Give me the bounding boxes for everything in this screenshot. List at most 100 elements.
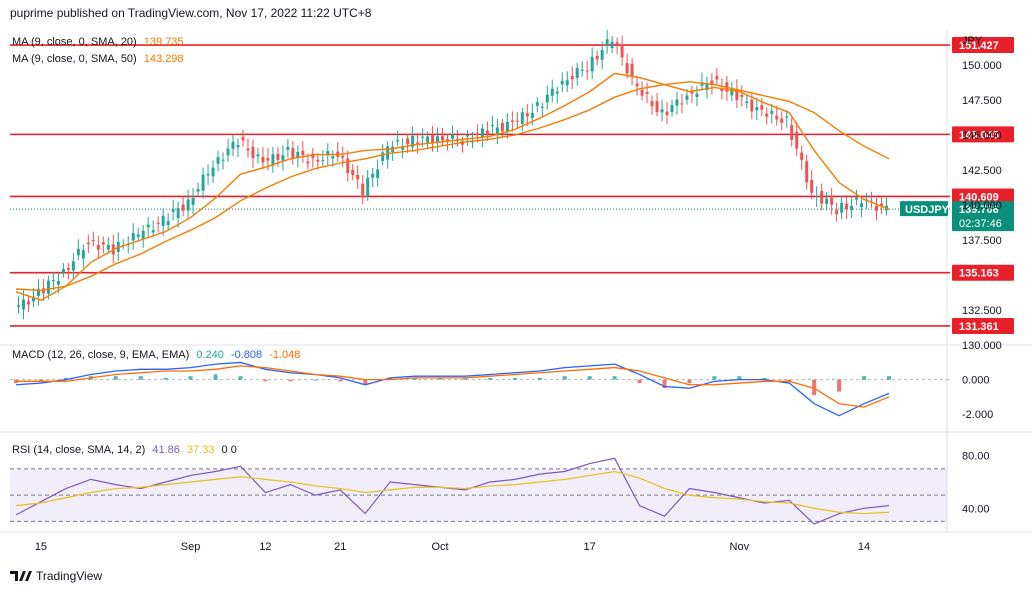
candle-body — [341, 156, 345, 158]
tradingview-footer[interactable]: TradingView — [10, 569, 102, 583]
candle-body — [421, 136, 425, 138]
macd-histogram-bar — [587, 376, 592, 380]
candle-body — [186, 199, 190, 211]
tradingview-brand: TradingView — [36, 569, 103, 583]
rsi-legend[interactable]: RSI (14, close, SMA, 14, 2) 41.86 37.33 … — [12, 444, 241, 456]
candle-body — [740, 94, 744, 97]
currency-label: JPY — [962, 35, 983, 47]
candle-body — [710, 80, 714, 86]
candle-body — [66, 268, 70, 270]
candle-body — [520, 112, 524, 124]
candle-body — [535, 102, 539, 106]
symbol-badge-label: USDJPY — [905, 204, 950, 216]
macd-tick-label: -2.000 — [962, 409, 993, 421]
moving-average-lines — [15, 72, 890, 301]
candle-body — [815, 196, 819, 198]
candle-body — [236, 145, 240, 148]
candle-body — [560, 80, 564, 85]
candle-body — [825, 198, 829, 204]
candle-body — [406, 138, 410, 144]
macd-histogram-bar — [562, 376, 567, 380]
macd-legend[interactable]: MACD (12, 26, close, 9, EMA, EMA) 0.240 … — [12, 349, 304, 361]
candle-body — [26, 301, 30, 305]
candle-body — [810, 179, 814, 193]
candle-body — [411, 135, 415, 147]
candle-body — [441, 136, 445, 141]
macd-pane — [10, 361, 950, 417]
rsi-label: RSI (14, close, SMA, 14, 2) — [12, 444, 146, 456]
level-badge-label: 145.045 — [959, 129, 999, 141]
candle-body — [570, 75, 574, 80]
macd-histogram-bar — [862, 376, 867, 380]
price-tick-label: 150.000 — [962, 60, 1002, 72]
candle-body — [76, 248, 80, 256]
candle-body — [755, 107, 759, 111]
ma20-legend[interactable]: MA (9, close, 0, SMA, 20) 139.735 — [12, 36, 188, 48]
macd-histogram-bar — [313, 379, 318, 381]
candle-body — [371, 173, 375, 178]
macd-histogram-bar — [163, 377, 168, 380]
candle-body — [780, 118, 784, 123]
candle-body — [480, 128, 484, 138]
level-badge-label: 131.361 — [959, 321, 999, 333]
symbol-badge — [900, 201, 948, 217]
time-tick-label: 12 — [259, 541, 271, 553]
candle-body — [191, 197, 195, 205]
candle-body — [251, 146, 255, 159]
candle-body — [316, 159, 320, 162]
level-badge — [952, 264, 1014, 281]
ma50-legend[interactable]: MA (9, close, 0, SMA, 50) 143.298 — [12, 53, 188, 65]
candle-body — [16, 305, 20, 307]
candle-body — [640, 89, 644, 96]
candle-body — [301, 150, 305, 155]
candle-body — [530, 112, 534, 119]
candle-body — [51, 279, 55, 281]
candle-body — [41, 288, 45, 294]
candle-body — [600, 50, 604, 60]
ma20-value: 139.735 — [143, 36, 184, 48]
macd-tick-label: 0.000 — [962, 375, 990, 387]
candle-body — [590, 56, 594, 72]
candle-body — [595, 56, 599, 60]
time-axis: 15 Sep 12 21 Oct 17 Nov 14 — [35, 541, 870, 553]
candle-body — [805, 161, 809, 183]
candle-body — [296, 151, 300, 158]
macd-histogram-bar — [38, 379, 43, 382]
last-price-label: 139.706 — [959, 204, 999, 216]
candle-body — [331, 156, 335, 159]
candle-body — [306, 161, 310, 164]
candle-body — [670, 105, 674, 113]
candle-body — [181, 204, 185, 211]
macd-histogram-bar — [762, 377, 767, 380]
macd-signal-value: -1.048 — [269, 349, 301, 361]
macd-histogram-bar — [637, 379, 642, 384]
candle-body — [81, 250, 85, 259]
candle-body — [56, 281, 60, 285]
candle-body — [745, 101, 749, 104]
candle-body — [620, 44, 624, 58]
candle-body — [246, 148, 250, 151]
candle-body — [555, 91, 559, 94]
level-badge — [952, 126, 1014, 143]
candle-body — [845, 203, 849, 210]
candle-body — [161, 215, 165, 226]
macd-histogram-bar — [188, 376, 193, 380]
candle-body — [630, 63, 634, 76]
rsi-line — [15, 457, 890, 525]
level-badge — [952, 37, 1014, 54]
candle-body — [580, 69, 584, 71]
candle-body — [875, 205, 879, 211]
level-badge — [952, 317, 1014, 334]
candle-body — [366, 177, 370, 196]
ma50-value: 143.298 — [143, 53, 184, 65]
candle-body — [465, 135, 469, 137]
candle-body — [840, 202, 844, 213]
candle-body — [356, 174, 360, 180]
candle-body — [790, 124, 794, 141]
macd-histogram-bar — [512, 377, 517, 380]
candle-body — [515, 120, 519, 122]
candle-body — [690, 91, 694, 94]
candle-body — [605, 39, 609, 46]
candle-body — [271, 154, 275, 166]
